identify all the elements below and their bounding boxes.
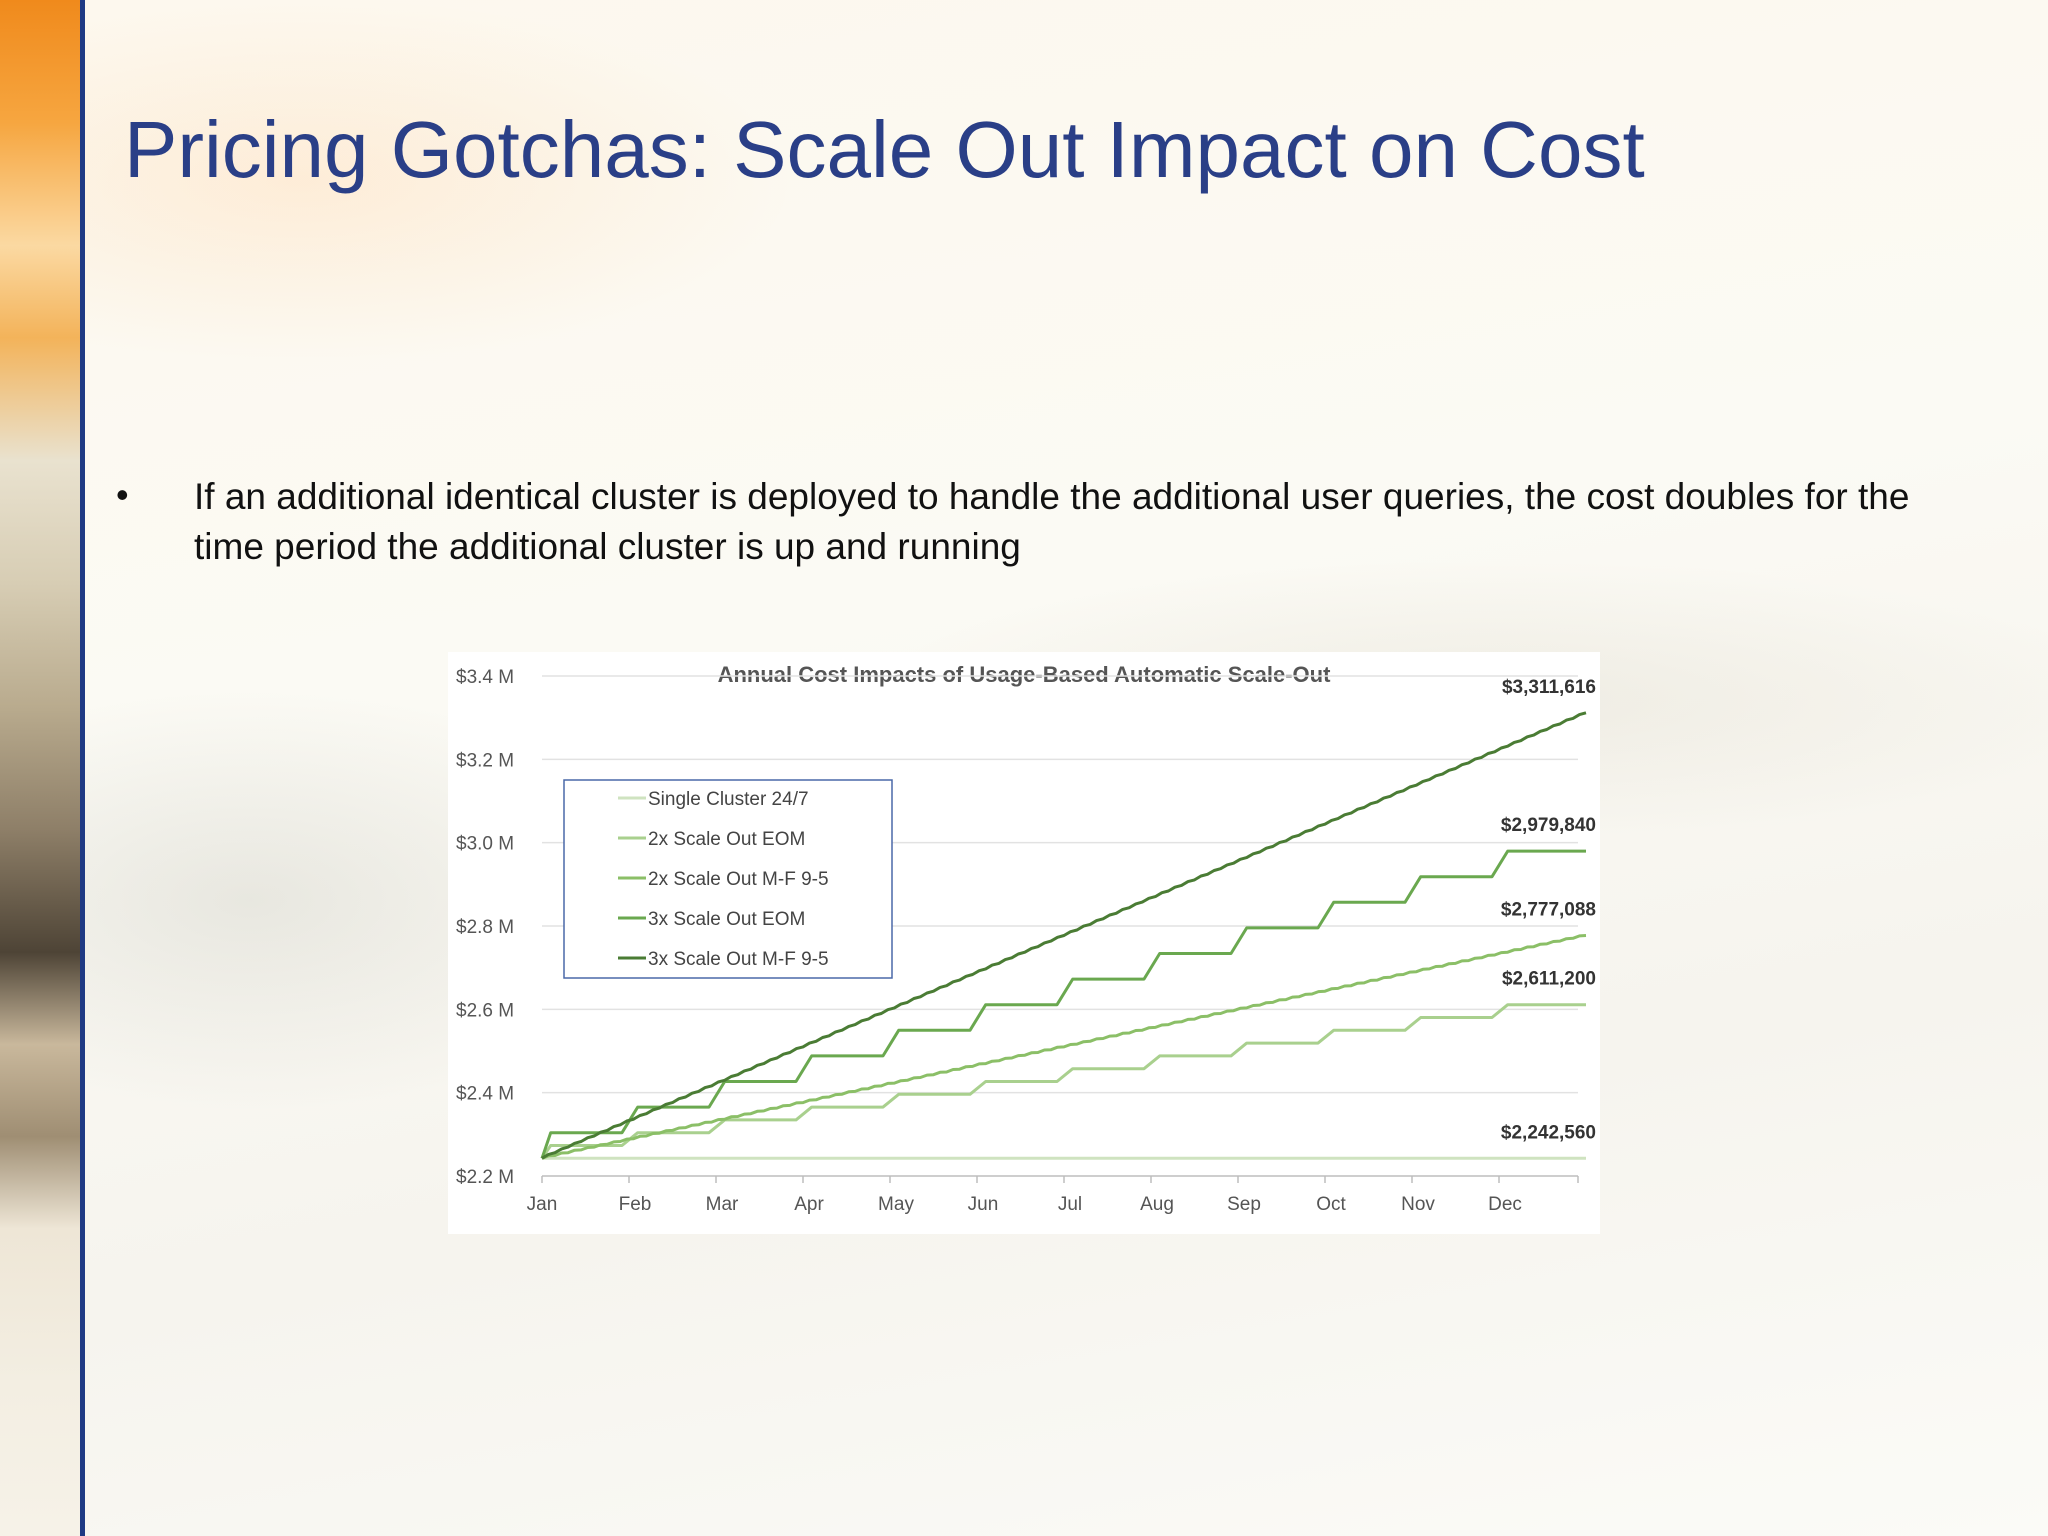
cost-chart: Annual Cost Impacts of Usage-Based Autom… bbox=[448, 652, 1600, 1234]
chart-svg: Annual Cost Impacts of Usage-Based Autom… bbox=[456, 662, 1596, 1215]
bullet-text: If an additional identical cluster is de… bbox=[194, 476, 1910, 567]
series-line-3 bbox=[540, 849, 1586, 1159]
series-end-label: $2,979,840 bbox=[1501, 815, 1596, 836]
series-line-2 bbox=[541, 934, 1587, 1160]
y-tick-label: $2.6 M bbox=[456, 1000, 514, 1021]
x-tick-label: Mar bbox=[706, 1194, 739, 1215]
y-tick-label: $2.8 M bbox=[456, 917, 514, 938]
x-tick-label: Oct bbox=[1316, 1194, 1346, 1215]
series-end-label: $2,777,088 bbox=[1501, 900, 1596, 921]
x-tick-label: Jul bbox=[1058, 1194, 1082, 1215]
series-line-1 bbox=[540, 1003, 1586, 1160]
slide-title: Pricing Gotchas: Scale Out Impact on Cos… bbox=[124, 105, 1645, 194]
series-end-label: $2,611,200 bbox=[1502, 969, 1596, 990]
series-end-label: $2,242,560 bbox=[1501, 1122, 1596, 1143]
legend-item-label: 2x Scale Out M-F 9-5 bbox=[648, 869, 829, 890]
chart-title: Annual Cost Impacts of Usage-Based Autom… bbox=[718, 662, 1332, 687]
y-tick-label: $2.2 M bbox=[456, 1167, 514, 1188]
bullet-marker: • bbox=[116, 474, 129, 515]
left-accent-rule bbox=[80, 0, 85, 1536]
x-tick-label: Dec bbox=[1488, 1194, 1522, 1215]
x-tick-label: Feb bbox=[619, 1194, 652, 1215]
legend-item-label: 2x Scale Out EOM bbox=[648, 829, 805, 850]
series-end-label: $3,311,616 bbox=[1502, 677, 1596, 698]
legend-item-label: 3x Scale Out M-F 9-5 bbox=[648, 949, 829, 970]
legend-item-label: 3x Scale Out EOM bbox=[648, 909, 805, 930]
decorative-left-strip bbox=[0, 0, 80, 1536]
y-tick-label: $3.0 M bbox=[456, 834, 514, 855]
x-tick-label: Nov bbox=[1401, 1194, 1435, 1215]
y-tick-label: $3.4 M bbox=[456, 667, 514, 688]
y-tick-label: $2.4 M bbox=[456, 1084, 514, 1105]
x-tick-label: Jun bbox=[968, 1194, 999, 1215]
series-line-4 bbox=[541, 711, 1587, 1160]
x-tick-label: Jan bbox=[527, 1194, 558, 1215]
y-tick-label: $3.2 M bbox=[456, 750, 514, 771]
x-tick-label: Aug bbox=[1140, 1194, 1174, 1215]
legend-item-label: Single Cluster 24/7 bbox=[648, 789, 809, 810]
x-tick-label: Apr bbox=[794, 1194, 824, 1215]
x-tick-label: May bbox=[878, 1194, 914, 1215]
x-tick-label: Sep bbox=[1227, 1194, 1261, 1215]
